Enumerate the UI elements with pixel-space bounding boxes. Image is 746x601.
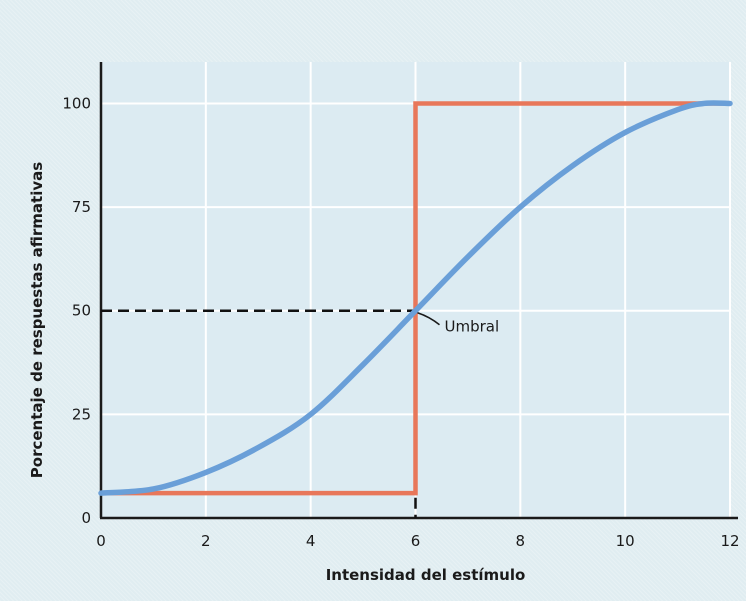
y-tick-label-50: 50 bbox=[72, 302, 91, 320]
y-axis-label: Porcentaje de respuestas afirmativas bbox=[28, 162, 46, 478]
y-tick-label-100: 100 bbox=[62, 94, 91, 112]
x-tick-label-2: 2 bbox=[201, 532, 211, 550]
x-tick-label-10: 10 bbox=[616, 532, 635, 550]
annotation-leader-line bbox=[417, 312, 440, 326]
annotation-label: Umbral bbox=[445, 318, 500, 336]
y-tick-label-0: 0 bbox=[81, 509, 91, 527]
y-tick-label-75: 75 bbox=[72, 198, 91, 216]
series-group bbox=[98, 100, 733, 496]
x-tick-label-4: 4 bbox=[306, 532, 316, 550]
x-axis-label: Intensidad del estímulo bbox=[326, 566, 526, 584]
x-tick-label-12: 12 bbox=[720, 532, 739, 550]
series-curve-line bbox=[98, 100, 733, 496]
x-tick-label-0: 0 bbox=[96, 532, 106, 550]
tick-labels: 0 2 4 6 8 10 12 0 25 50 75 100 bbox=[62, 94, 739, 550]
x-tick-label-6: 6 bbox=[411, 532, 421, 550]
annotations: Umbral bbox=[417, 312, 500, 336]
series-step-line bbox=[101, 101, 730, 496]
axes bbox=[99, 62, 738, 520]
y-tick-label-25: 25 bbox=[72, 405, 91, 423]
x-tick-label-8: 8 bbox=[516, 532, 526, 550]
